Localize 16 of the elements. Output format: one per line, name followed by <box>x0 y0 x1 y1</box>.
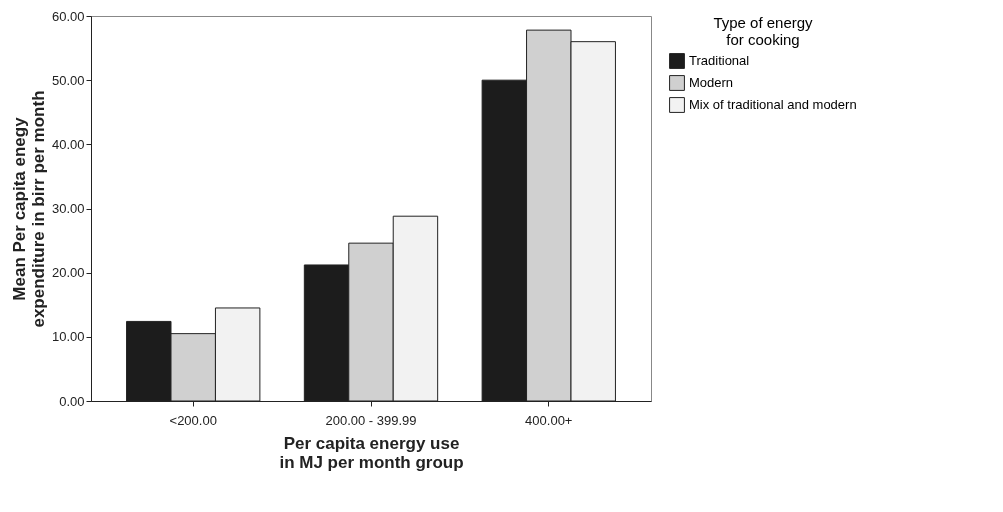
legend-title: Type of energy for cooking <box>713 14 814 48</box>
y-tick-label: 20.00 <box>51 265 85 281</box>
y-tick-label: 10.00 <box>51 329 85 345</box>
x-tick-label: <200.00 <box>169 412 217 428</box>
y-tick-label: 40.00 <box>51 136 85 152</box>
y-axis-title: Mean Per capita enegy expenditure in birr per month <box>9 90 48 328</box>
legend-label: Modern <box>689 75 734 90</box>
x-axis-title: Per capita energy use in MJ per month group <box>279 433 464 472</box>
y-tick-label: 30.00 <box>51 201 85 216</box>
y-tick-label: 50.00 <box>51 72 85 88</box>
legend-label: Mix of traditional and modern <box>689 97 857 112</box>
x-tick-label: 200.00 - 399.99 <box>325 412 417 428</box>
legend-label: Traditional <box>689 53 750 68</box>
y-tick-label: 0.00 <box>59 393 85 409</box>
x-tick-label: 400.00+ <box>525 412 573 428</box>
y-tick-label: 60.00 <box>51 8 85 24</box>
